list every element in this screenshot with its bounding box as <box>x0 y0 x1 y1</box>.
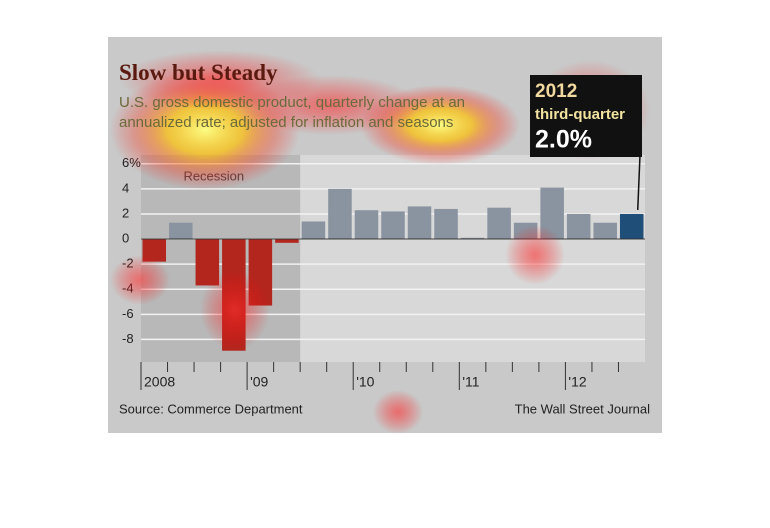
heatmap-blob <box>110 255 170 305</box>
y-tick-label: 0 <box>122 230 129 245</box>
y-tick-label: 4 <box>122 180 129 195</box>
bar <box>407 206 432 240</box>
y-tick-label: 2 <box>122 205 129 220</box>
bar <box>566 213 591 240</box>
bar <box>328 188 352 240</box>
bar <box>301 221 326 240</box>
bar <box>275 239 299 243</box>
x-tick-label: 2008 <box>144 374 175 390</box>
callout-box <box>530 75 642 157</box>
source: Source: Commerce Department <box>119 401 303 416</box>
credit: The Wall Street Journal <box>515 401 650 416</box>
bar <box>142 239 167 262</box>
callout-value: 2.0% <box>535 126 592 154</box>
heatmap-blob <box>200 270 270 350</box>
chart-title: Slow but Steady <box>119 60 278 85</box>
bar <box>593 222 617 240</box>
bar <box>540 187 564 240</box>
bar <box>354 210 379 240</box>
x-tick-label: '11 <box>462 374 479 390</box>
chart-subtitle: U.S. gross domestic product, quarterly c… <box>119 94 466 131</box>
bar <box>434 208 458 240</box>
callout-year: 2012 <box>535 81 577 102</box>
y-tick-label: -6 <box>122 306 134 321</box>
bar <box>460 237 485 240</box>
bar <box>487 207 511 240</box>
bar <box>381 211 405 240</box>
heatmap-blob <box>120 50 320 110</box>
x-tick-label: '12 <box>568 374 586 390</box>
x-tick-label: '09 <box>250 374 268 390</box>
x-tick-label: '10 <box>356 374 374 390</box>
bar <box>195 239 220 286</box>
bar <box>619 213 644 240</box>
bar <box>169 222 193 240</box>
callout-pointer <box>636 154 641 210</box>
y-tick-label: -8 <box>122 331 134 346</box>
callout-label: third-quarter <box>535 106 625 123</box>
heatmap-blob <box>373 390 423 434</box>
heatmap-blob <box>505 225 565 285</box>
